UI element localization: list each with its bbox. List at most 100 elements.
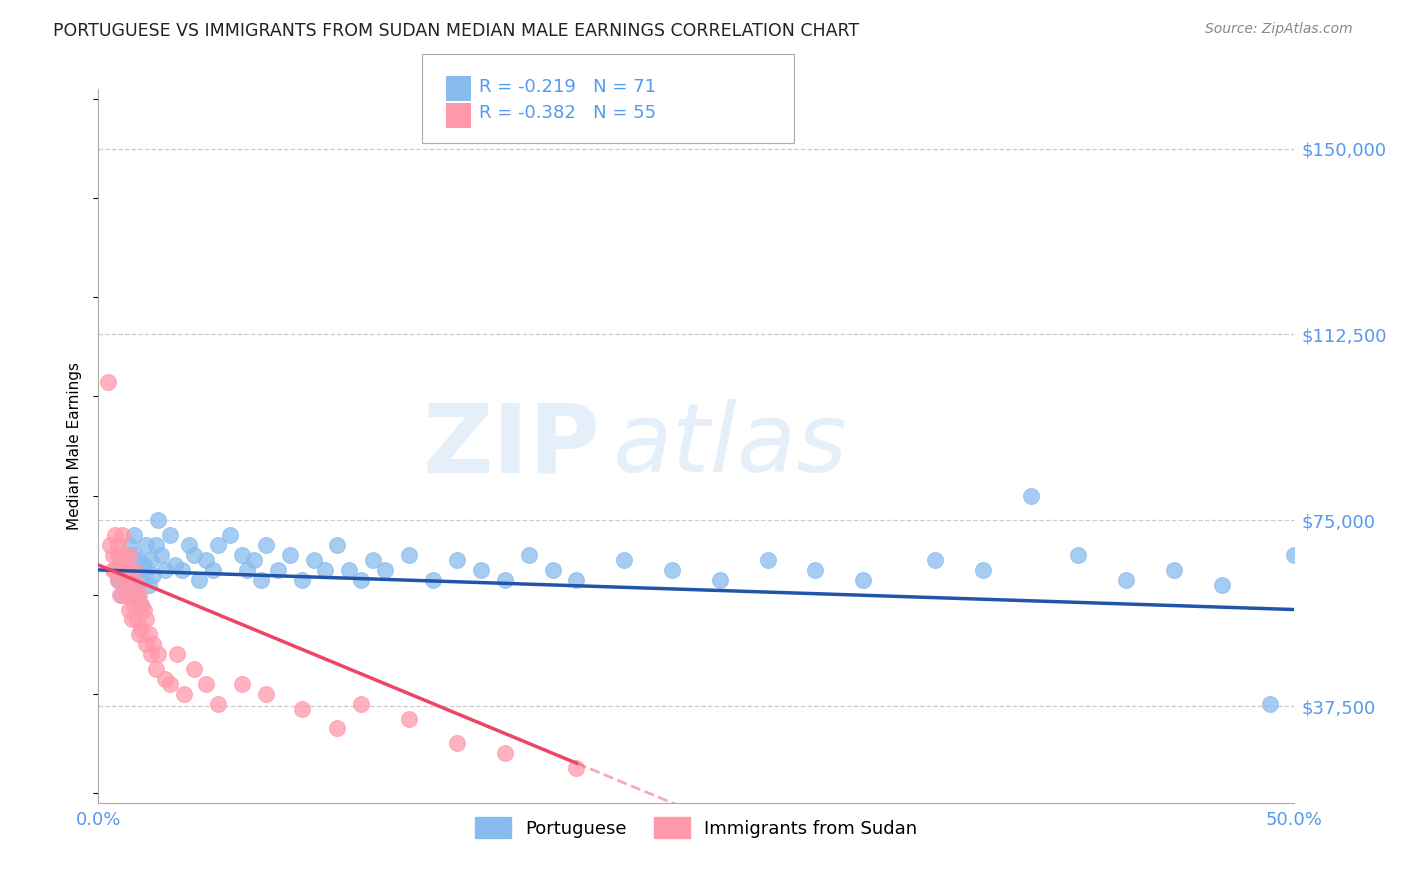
- Point: [128, 553, 150, 567]
- Point: [131, 598, 153, 612]
- Point: [121, 573, 143, 587]
- Point: [173, 687, 195, 701]
- Point: [339, 563, 361, 577]
- Point: [661, 563, 683, 577]
- Point: [172, 563, 194, 577]
- Point: [446, 553, 468, 567]
- Point: [132, 602, 155, 616]
- Point: [565, 761, 588, 775]
- Point: [107, 548, 129, 562]
- Point: [111, 553, 134, 567]
- Point: [852, 573, 875, 587]
- Point: [1019, 489, 1042, 503]
- Point: [148, 513, 170, 527]
- Point: [350, 573, 373, 587]
- Text: Source: ZipAtlas.com: Source: ZipAtlas.com: [1205, 22, 1353, 37]
- Text: ZIP: ZIP: [422, 400, 600, 492]
- Point: [128, 588, 150, 602]
- Point: [183, 662, 205, 676]
- Point: [243, 553, 266, 567]
- Point: [1067, 548, 1090, 562]
- Point: [291, 573, 314, 587]
- Point: [135, 612, 157, 626]
- Point: [124, 528, 146, 542]
- Point: [219, 528, 242, 542]
- Point: [148, 647, 170, 661]
- Point: [159, 677, 181, 691]
- Point: [398, 712, 420, 726]
- Point: [111, 548, 134, 562]
- Point: [108, 553, 131, 567]
- Point: [756, 553, 779, 567]
- Point: [132, 558, 155, 572]
- Point: [104, 563, 127, 577]
- Point: [145, 662, 167, 676]
- Point: [101, 563, 124, 577]
- Point: [363, 553, 385, 567]
- Point: [231, 548, 253, 562]
- Point: [139, 553, 162, 567]
- Point: [207, 538, 229, 552]
- Point: [159, 528, 181, 542]
- Text: PORTUGUESE VS IMMIGRANTS FROM SUDAN MEDIAN MALE EARNINGS CORRELATION CHART: PORTUGUESE VS IMMIGRANTS FROM SUDAN MEDI…: [53, 22, 859, 40]
- Point: [107, 573, 129, 587]
- Point: [235, 563, 257, 577]
- Point: [107, 573, 129, 587]
- Point: [142, 567, 165, 582]
- Point: [1211, 578, 1233, 592]
- Point: [422, 573, 444, 587]
- Point: [207, 697, 229, 711]
- Point: [494, 746, 516, 760]
- Point: [470, 563, 492, 577]
- Point: [115, 588, 138, 602]
- Point: [1115, 573, 1137, 587]
- Point: [125, 588, 148, 602]
- Point: [125, 563, 148, 577]
- Point: [98, 538, 122, 552]
- Point: [231, 677, 253, 691]
- Point: [254, 687, 277, 701]
- Point: [374, 563, 396, 577]
- Point: [517, 548, 540, 562]
- Text: R = -0.219   N = 71: R = -0.219 N = 71: [479, 78, 657, 96]
- Point: [135, 637, 157, 651]
- Point: [1282, 548, 1305, 562]
- Point: [1163, 563, 1185, 577]
- Point: [128, 627, 150, 641]
- Point: [118, 573, 141, 587]
- Point: [398, 548, 420, 562]
- Point: [166, 647, 188, 661]
- Point: [145, 538, 167, 552]
- Point: [115, 563, 138, 577]
- Point: [114, 553, 136, 567]
- Point: [291, 701, 314, 715]
- Point: [804, 563, 827, 577]
- Text: R = -0.382   N = 55: R = -0.382 N = 55: [479, 104, 657, 122]
- Point: [121, 588, 143, 602]
- Point: [195, 553, 218, 567]
- Point: [111, 563, 134, 577]
- Point: [104, 528, 127, 542]
- Text: atlas: atlas: [613, 400, 848, 492]
- Point: [446, 736, 468, 750]
- Point: [131, 573, 153, 587]
- Point: [254, 538, 277, 552]
- Point: [125, 612, 148, 626]
- Point: [278, 548, 301, 562]
- Point: [121, 612, 143, 626]
- Point: [114, 573, 136, 587]
- Point: [195, 677, 218, 691]
- Point: [135, 563, 157, 577]
- Point: [149, 548, 172, 562]
- Point: [183, 548, 205, 562]
- Point: [131, 623, 153, 637]
- Point: [118, 538, 141, 552]
- Point: [326, 722, 349, 736]
- Point: [924, 553, 946, 567]
- Point: [101, 548, 124, 562]
- Point: [139, 647, 162, 661]
- Point: [118, 602, 141, 616]
- Point: [107, 538, 129, 552]
- Point: [124, 548, 146, 562]
- Point: [202, 563, 225, 577]
